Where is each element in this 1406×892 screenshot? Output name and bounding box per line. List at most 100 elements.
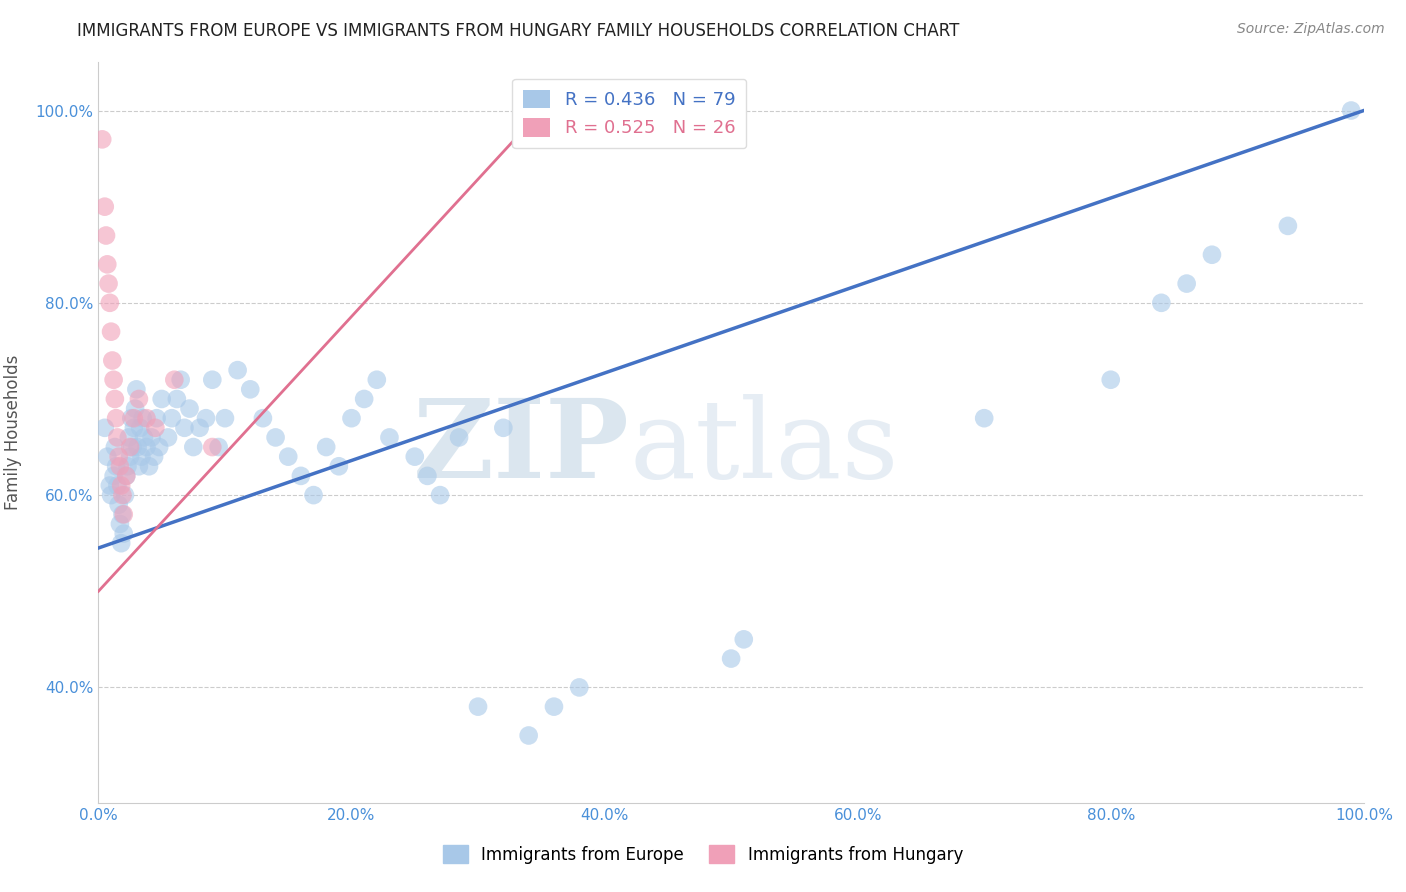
Point xyxy=(148,440,170,454)
Point xyxy=(208,440,231,454)
Point xyxy=(107,498,129,512)
Y-axis label: Family Households: Family Households xyxy=(4,355,21,510)
Point xyxy=(517,729,540,743)
Point xyxy=(135,411,157,425)
Point xyxy=(105,411,128,425)
Legend: Immigrants from Europe, Immigrants from Hungary: Immigrants from Europe, Immigrants from … xyxy=(436,838,970,871)
Point xyxy=(239,382,262,396)
Point xyxy=(101,353,124,368)
Point xyxy=(127,440,149,454)
Point xyxy=(188,421,211,435)
Point xyxy=(416,469,439,483)
Point xyxy=(108,459,131,474)
Point xyxy=(107,450,129,464)
Point xyxy=(122,411,145,425)
Point xyxy=(179,401,201,416)
Point xyxy=(194,411,218,425)
Point xyxy=(378,430,401,444)
Point xyxy=(100,325,122,339)
Point xyxy=(183,440,205,454)
Point xyxy=(145,411,167,425)
Legend: R = 0.436   N = 79, R = 0.525   N = 26: R = 0.436 N = 79, R = 0.525 N = 26 xyxy=(512,78,747,148)
Point xyxy=(103,469,125,483)
Point xyxy=(169,373,191,387)
Point xyxy=(141,430,163,444)
Point xyxy=(91,132,114,146)
Point xyxy=(121,440,143,454)
Point xyxy=(120,450,141,464)
Point xyxy=(132,430,155,444)
Point xyxy=(118,430,141,444)
Point xyxy=(720,651,742,665)
Point xyxy=(145,421,166,435)
Point xyxy=(404,450,426,464)
Point xyxy=(353,392,375,406)
Text: atlas: atlas xyxy=(630,394,900,501)
Text: IMMIGRANTS FROM EUROPE VS IMMIGRANTS FROM HUNGARY FAMILY HOUSEHOLDS CORRELATION : IMMIGRANTS FROM EUROPE VS IMMIGRANTS FRO… xyxy=(77,22,960,40)
Point xyxy=(111,508,134,522)
Point xyxy=(467,699,489,714)
Point xyxy=(264,430,287,444)
Text: Source: ZipAtlas.com: Source: ZipAtlas.com xyxy=(1237,22,1385,37)
Point xyxy=(1150,295,1173,310)
Point xyxy=(226,363,249,377)
Point xyxy=(1099,373,1122,387)
Point xyxy=(94,228,117,243)
Point xyxy=(120,411,142,425)
Point xyxy=(122,421,145,435)
Text: ZIP: ZIP xyxy=(413,394,630,501)
Point xyxy=(173,421,195,435)
Point xyxy=(201,373,224,387)
Point xyxy=(111,488,134,502)
Point xyxy=(315,440,337,454)
Point xyxy=(107,430,129,444)
Point xyxy=(214,411,236,425)
Point xyxy=(252,411,274,425)
Point xyxy=(517,132,540,146)
Point xyxy=(93,421,117,435)
Point xyxy=(328,459,350,474)
Point xyxy=(1201,248,1223,262)
Point xyxy=(96,450,118,464)
Point xyxy=(96,257,118,271)
Point xyxy=(103,373,125,387)
Point xyxy=(112,508,135,522)
Point xyxy=(132,411,155,425)
Point xyxy=(492,421,515,435)
Point xyxy=(98,478,121,492)
Point xyxy=(110,478,132,492)
Point xyxy=(100,488,122,502)
Point xyxy=(129,421,152,435)
Point xyxy=(340,411,363,425)
Point xyxy=(107,478,129,492)
Point xyxy=(150,392,173,406)
Point xyxy=(128,392,150,406)
Point xyxy=(1277,219,1299,233)
Point xyxy=(112,526,135,541)
Point xyxy=(429,488,451,502)
Point xyxy=(135,440,157,454)
Point xyxy=(366,373,388,387)
Point xyxy=(568,681,591,695)
Point xyxy=(201,440,224,454)
Point xyxy=(160,411,183,425)
Point xyxy=(143,450,166,464)
Point xyxy=(733,632,755,647)
Point xyxy=(115,469,138,483)
Point xyxy=(1175,277,1198,291)
Point xyxy=(93,200,117,214)
Point xyxy=(114,488,136,502)
Point xyxy=(128,459,150,474)
Point xyxy=(302,488,325,502)
Point xyxy=(117,459,139,474)
Point xyxy=(290,469,312,483)
Point xyxy=(973,411,995,425)
Point xyxy=(97,277,120,291)
Point xyxy=(120,440,141,454)
Point xyxy=(108,516,131,531)
Point xyxy=(543,699,565,714)
Point xyxy=(98,295,121,310)
Point xyxy=(277,450,299,464)
Point xyxy=(131,450,153,464)
Point xyxy=(163,373,186,387)
